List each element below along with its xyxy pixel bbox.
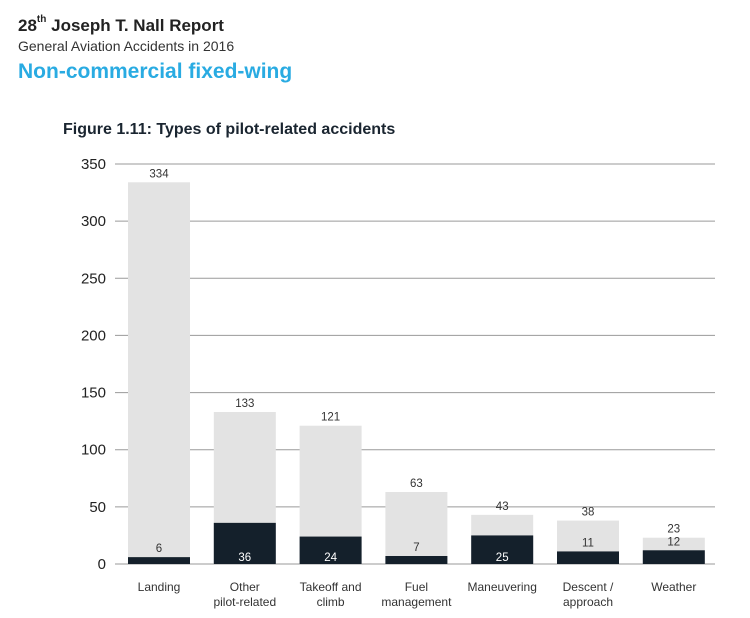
category-label: Other: [230, 580, 260, 594]
y-tick-label: 50: [89, 499, 106, 516]
figure-title: Figure 1.11: Types of pilot-related acci…: [63, 121, 396, 138]
category-label: approach: [563, 595, 613, 609]
fatal-value-label: 6: [156, 543, 162, 555]
fatal-value-label: 36: [238, 552, 251, 564]
y-tick-label: 250: [81, 270, 106, 287]
y-tick-label: 100: [81, 442, 106, 459]
report-subtitle: General Aviation Accidents in 2016: [18, 38, 235, 54]
category-label: Takeoff and: [300, 580, 362, 594]
report-title: 28th Joseph T. Nall Report: [18, 14, 224, 36]
total-bar: [385, 492, 448, 564]
fatal-value-label: 11: [582, 537, 594, 549]
y-axis-ticks: 0 50 100 150 200 250 300 350: [81, 156, 106, 573]
total-value-label: 133: [235, 398, 254, 410]
fatal-value-label: 25: [496, 552, 509, 564]
report-name: Joseph T. Nall Report: [51, 16, 224, 35]
category-label: Descent /: [563, 580, 614, 594]
total-value-label: 43: [496, 501, 509, 513]
total-value-label: 38: [582, 507, 595, 519]
category-label: climb: [317, 595, 345, 609]
y-tick-label: 300: [81, 213, 106, 230]
fatal-value-label: 24: [324, 552, 337, 564]
category-label: Weather: [651, 580, 696, 594]
category-label: management: [381, 595, 452, 609]
bars: [128, 182, 705, 565]
report-number-suffix: th: [36, 14, 47, 25]
report-number: 28: [18, 16, 37, 35]
fatal-value-label: 7: [413, 542, 419, 554]
category-label: Landing: [138, 580, 181, 594]
total-bar: [128, 182, 190, 565]
fatal-bar: [385, 556, 448, 564]
fatal-bar: [642, 550, 705, 564]
y-tick-label: 150: [81, 385, 106, 402]
fatal-bar: [557, 551, 619, 564]
total-value-label: 121: [321, 412, 340, 424]
total-value-label: 334: [149, 168, 169, 180]
fatal-value-label: 12: [667, 536, 680, 548]
y-tick-label: 0: [98, 556, 106, 573]
fatal-bar: [213, 522, 276, 564]
total-value-label: 23: [667, 524, 680, 536]
section-title: Non-commercial fixed-wing: [18, 60, 293, 83]
fatal-bar: [471, 535, 534, 564]
category-label: Fuel: [405, 580, 428, 594]
category-label: Maneuvering: [468, 580, 537, 594]
category-label: pilot-related: [213, 595, 276, 609]
fatal-bar: [299, 536, 362, 564]
fatal-bar: [128, 557, 190, 564]
y-tick-label: 350: [81, 156, 106, 173]
y-tick-label: 200: [81, 327, 106, 344]
total-value-label: 63: [410, 478, 423, 490]
